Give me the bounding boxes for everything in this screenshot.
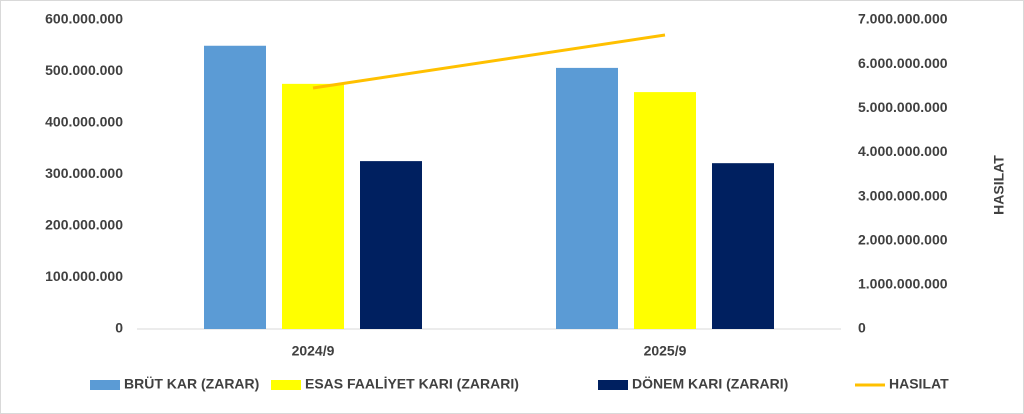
y-tick-label: 500.000.000 <box>45 62 123 78</box>
y-tick-label: 0 <box>115 320 123 336</box>
y-tick-label: 200.000.000 <box>45 217 123 233</box>
y-tick-label: 100.000.000 <box>45 268 123 284</box>
line <box>312 33 666 90</box>
legend-swatch <box>90 380 120 390</box>
y2-tick-label: 6.000.000.000 <box>858 55 948 71</box>
y2-tick-label: 3.000.000.000 <box>858 187 948 203</box>
y2-tick-label: 4.000.000.000 <box>858 143 948 159</box>
bar <box>204 45 266 329</box>
y-tick-label: 600.000.000 <box>45 11 123 27</box>
legend-swatch <box>271 380 301 390</box>
y2-axis-title: HASILAT <box>991 155 1007 215</box>
legend-label: ESAS FAALİYET KARI (ZARARI) <box>305 376 519 392</box>
legend-label: DÖNEM KARI (ZARARI) <box>632 376 788 392</box>
legend-label: BRÜT KAR (ZARAR) <box>124 376 259 392</box>
y2-tick-label: 0 <box>858 320 866 336</box>
bar <box>282 83 344 329</box>
bar <box>556 67 618 330</box>
x-tick-label: 2025/9 <box>644 343 687 359</box>
y2-tick-label: 1.000.000.000 <box>858 276 948 292</box>
bar <box>712 163 774 329</box>
y2-tick-label: 5.000.000.000 <box>858 99 948 115</box>
bar <box>360 161 422 329</box>
y-tick-label: 400.000.000 <box>45 114 123 130</box>
legend-swatch <box>598 380 628 390</box>
y-tick-label: 300.000.000 <box>45 165 123 181</box>
bar <box>634 92 696 329</box>
legend-label: HASILAT <box>889 376 949 392</box>
y2-tick-label: 2.000.000.000 <box>858 231 948 247</box>
x-tick-label: 2024/9 <box>292 343 335 359</box>
y2-tick-label: 7.000.000.000 <box>858 11 948 27</box>
